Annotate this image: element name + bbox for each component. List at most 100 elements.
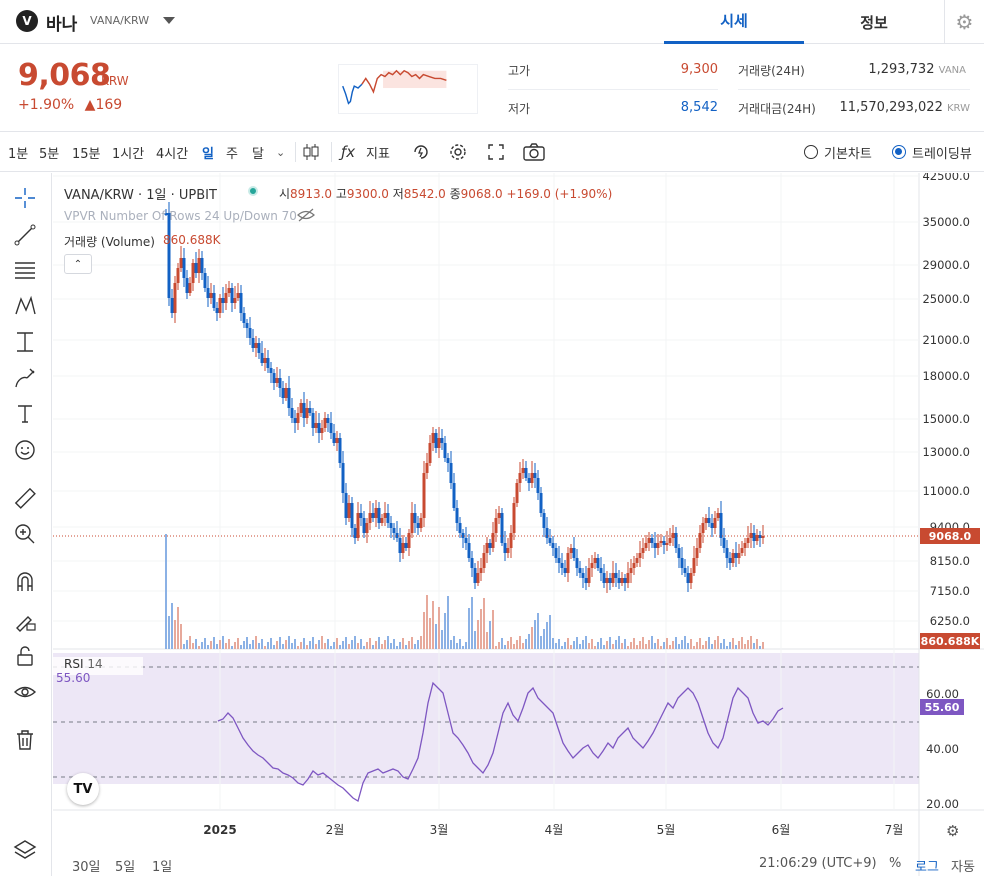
- volume-bar: [285, 640, 287, 649]
- range-1d[interactable]: 1일: [152, 860, 173, 875]
- interval-1h[interactable]: 1시간: [112, 146, 145, 162]
- price-chart-svg[interactable]: 42500.0 35000.0 29000.0 25000.0 21000.0 18000…: [53, 173, 984, 876]
- candle-body: [245, 323, 249, 328]
- candle-body: [677, 548, 681, 558]
- volume-bar: [270, 638, 272, 649]
- text-icon[interactable]: [10, 399, 40, 429]
- candle-body: [344, 493, 348, 518]
- volume-bar: [471, 597, 473, 649]
- auto-scale-toggle[interactable]: 자동: [951, 860, 975, 875]
- basic-chart-radio[interactable]: [804, 145, 818, 159]
- alert-icon[interactable]: [411, 132, 431, 172]
- interval-1mo[interactable]: 달: [252, 146, 264, 162]
- trading-view-radio[interactable]: [892, 145, 906, 159]
- volume-bar: [333, 642, 335, 649]
- candle-body: [410, 513, 414, 533]
- eye-icon[interactable]: [10, 677, 40, 707]
- candle-body: [437, 438, 441, 448]
- settings-gear-icon[interactable]: ⚙: [944, 0, 984, 44]
- chevron-down-icon[interactable]: [163, 17, 175, 24]
- volume-bar: [201, 642, 203, 649]
- candle-body: [458, 523, 462, 533]
- interval-1w[interactable]: 주: [226, 146, 238, 162]
- volume-bar: [459, 639, 461, 649]
- trash-icon[interactable]: [10, 725, 40, 755]
- volume-bar: [597, 642, 599, 649]
- candle-body: [467, 543, 471, 558]
- coin-pair[interactable]: VANA/KRW: [90, 14, 150, 27]
- candle-body: [512, 503, 516, 533]
- tab-price[interactable]: 시세: [664, 0, 804, 44]
- candle-body: [470, 558, 474, 568]
- candle-type-icon[interactable]: [302, 132, 320, 172]
- candle-body: [239, 293, 243, 313]
- log-scale-toggle[interactable]: 로그: [915, 860, 939, 875]
- interval-1m[interactable]: 1분: [8, 146, 29, 162]
- layers-icon[interactable]: [10, 835, 40, 865]
- candle-body: [326, 418, 330, 423]
- price-unit: KRW: [101, 74, 129, 88]
- interval-5m[interactable]: 5분: [39, 146, 60, 162]
- emoji-icon[interactable]: [10, 435, 40, 465]
- volume-bar: [198, 646, 200, 649]
- interval-1d[interactable]: 일: [202, 146, 214, 162]
- candle-body: [281, 388, 285, 398]
- candle-body: [254, 343, 258, 348]
- hide-eye-icon[interactable]: [297, 208, 315, 225]
- candle-body: [740, 548, 744, 553]
- indicator-button[interactable]: 지표: [366, 146, 390, 162]
- brush-icon[interactable]: [10, 363, 40, 393]
- interval-more-chevron-icon[interactable]: ⌄: [276, 145, 286, 159]
- scale-settings-gear-icon[interactable]: ⚙: [946, 822, 960, 840]
- time-tick-label: 4월: [545, 823, 564, 837]
- coin-name[interactable]: 바나: [46, 15, 78, 35]
- pattern-icon[interactable]: [10, 291, 40, 321]
- crosshair-icon[interactable]: [10, 183, 40, 213]
- volume-bar: [600, 638, 602, 649]
- chart-area[interactable]: 42500.0 35000.0 29000.0 25000.0 21000.0 18000…: [53, 173, 984, 876]
- magnet-icon[interactable]: [10, 567, 40, 597]
- candle-body: [422, 473, 426, 518]
- volume-bar: [519, 636, 521, 649]
- range-30d[interactable]: 30일: [72, 860, 101, 875]
- lock-drawing-icon[interactable]: [10, 605, 40, 635]
- basic-chart-option[interactable]: 기본차트: [804, 132, 872, 172]
- fib-lines-icon[interactable]: [10, 255, 40, 285]
- volume-bar: [657, 639, 659, 649]
- range-5d[interactable]: 5일: [115, 860, 136, 875]
- candle-body: [575, 558, 579, 568]
- volume-bar: [174, 620, 176, 649]
- chart-settings-gear-icon[interactable]: [448, 132, 468, 172]
- candle-body: [248, 328, 252, 338]
- percent-scale-toggle[interactable]: %: [889, 856, 902, 871]
- candle-body: [662, 541, 666, 545]
- tab-info[interactable]: 정보: [860, 13, 888, 32]
- price-tick-label: 18000.0: [922, 369, 970, 383]
- candle-body: [221, 298, 225, 303]
- collapse-legend-button[interactable]: ⌃: [64, 254, 92, 274]
- fullscreen-icon[interactable]: [486, 132, 506, 172]
- lock-icon[interactable]: [10, 641, 40, 671]
- camera-icon[interactable]: [522, 132, 546, 172]
- candle-body: [407, 533, 411, 548]
- volume-bar: [732, 638, 734, 649]
- ruler-icon[interactable]: [10, 483, 40, 513]
- rsi-label: RSI: [64, 657, 84, 671]
- candle-body: [656, 543, 660, 548]
- candle-body: [506, 548, 510, 553]
- volume-bar: [546, 622, 548, 649]
- volume-bar: [210, 641, 212, 649]
- candle-body: [545, 528, 549, 538]
- interval-4h[interactable]: 4시간: [156, 146, 189, 162]
- trend-line-icon[interactable]: [10, 220, 40, 250]
- volume-bar: [450, 640, 452, 649]
- measure-icon[interactable]: [10, 327, 40, 357]
- tradingview-logo-icon[interactable]: TV: [67, 773, 99, 805]
- volume-bar: [405, 645, 407, 649]
- fx-icon[interactable]: ƒx: [341, 143, 356, 161]
- rsi-tick-label: 20.00: [926, 797, 959, 811]
- trading-view-option[interactable]: 트레이딩뷰: [892, 132, 972, 172]
- zoom-in-icon[interactable]: [10, 519, 40, 549]
- volume-bar: [216, 644, 218, 649]
- interval-15m[interactable]: 15분: [72, 146, 101, 162]
